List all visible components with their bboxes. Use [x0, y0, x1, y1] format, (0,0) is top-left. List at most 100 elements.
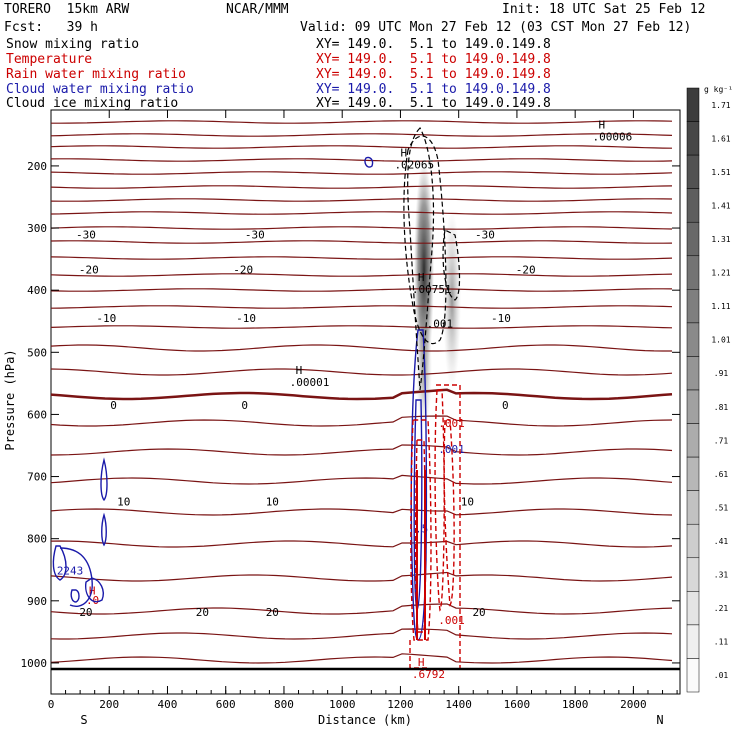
field-name: Cloud ice mixing ratio: [6, 96, 179, 111]
colorbar-swatch: [686, 289, 700, 324]
colorbar-swatch: [686, 389, 700, 424]
colorbar-unit: g kg⁻¹: [704, 85, 733, 94]
isotherm-line: [50, 368, 673, 376]
y-tick-label: 700: [27, 471, 47, 484]
isotherm-lines: [50, 120, 673, 664]
colorbar-swatch: [686, 356, 700, 391]
org-label: NCAR/MMM: [226, 2, 289, 17]
isotherm-label: 20: [196, 606, 209, 619]
y-tick-label: 500: [27, 346, 47, 359]
isotherm-label: -10: [491, 312, 511, 325]
colorbar-swatch: [686, 121, 700, 156]
y-tick-label: 900: [27, 595, 47, 608]
x-end-label-left: S: [80, 713, 87, 727]
annotation-label: .001: [427, 317, 454, 330]
colorbar-swatch: [686, 423, 700, 458]
colorbar-label: 1.11: [711, 302, 730, 311]
colorbar-label: .01: [714, 671, 729, 680]
colorbar-swatch: [686, 658, 700, 693]
isotherm-line: [50, 415, 673, 427]
annotation-label: H: [598, 119, 605, 132]
x-tick-label: 1200: [387, 698, 414, 711]
isotherm-line: [50, 185, 673, 189]
x-axis-title: Distance (km): [318, 713, 412, 727]
isotherm-label: 10: [461, 495, 474, 508]
field-name: Temperature: [6, 52, 93, 67]
colorbar-swatch: [686, 591, 700, 626]
x-tick-label: 800: [274, 698, 294, 711]
isotherm-label: 0: [502, 399, 509, 412]
field-name: Rain water mixing ratio: [6, 67, 187, 82]
isotherm-label: 0: [241, 399, 248, 412]
forecast-hour: Fcst: 39 h: [4, 20, 98, 35]
isotherm-line: [50, 288, 673, 292]
colorbar-swatch: [686, 456, 700, 491]
colorbar-label: 1.21: [711, 269, 730, 278]
isotherm-line: [50, 603, 673, 615]
colorbar-swatch: [686, 523, 700, 559]
annotation-value: .00751: [412, 283, 452, 296]
colorbar-label: .71: [714, 436, 729, 445]
valid-time: Valid: 09 UTC Mon 27 Feb 12 (03 CST Mon …: [300, 20, 692, 35]
colorbar-label: 1.51: [711, 168, 730, 177]
isotherm-line: [51, 120, 673, 124]
x-tick-label: 1400: [445, 698, 472, 711]
colorbar-label: .81: [714, 403, 729, 412]
isotherm-line: [50, 305, 673, 309]
isotherm-label: 20: [472, 606, 485, 619]
colorbar-label: .91: [714, 369, 729, 378]
annotation-label: 2243: [57, 565, 84, 578]
colorbar: g kg⁻¹ 1.71 1.61 1.51 1.41 1.31 1.21 1.11 1.01.…: [686, 85, 733, 693]
isotherm-line: [50, 145, 673, 149]
colorbar-label: 1.61: [711, 134, 730, 143]
colorbar-label: .61: [714, 470, 729, 479]
isotherm-label: 20: [266, 606, 279, 619]
isotherm-label: -10: [236, 312, 256, 325]
isotherm-label: 10: [266, 495, 279, 508]
x-end-label-right: N: [656, 713, 663, 727]
annotation-value: .00006: [592, 131, 632, 144]
x-tick-label: 600: [216, 698, 236, 711]
plot-frame: [50, 109, 681, 695]
isotherm-line: [50, 133, 673, 137]
isotherm-label: 20: [79, 606, 92, 619]
isotherm-label: -10: [96, 312, 116, 325]
colorbar-swatch: [686, 557, 700, 592]
colorbar-label: .31: [714, 571, 729, 580]
isotherm-label: -20: [79, 264, 99, 277]
x-tick-label: 1000: [329, 698, 356, 711]
field-xy: XY= 149.0. 5.1 to 149.0.149.8: [316, 52, 551, 67]
colorbar-label: 1.01: [711, 336, 730, 345]
x-tick-label: 200: [99, 698, 119, 711]
isotherm-line: [50, 198, 673, 202]
isotherm-line: [50, 474, 673, 485]
isotherm-line: [50, 444, 673, 456]
isotherm-line: [50, 211, 673, 215]
x-axis: 0 200 400 600 800 1000 1200 1400 1600 1800 2000: [48, 110, 678, 711]
rain-contours: [409, 384, 461, 669]
y-axis-title: Pressure (hPa): [3, 349, 17, 450]
isotherm-line: [50, 171, 673, 175]
annotation-value: .02065: [394, 159, 434, 172]
field-xy: XY= 149.0. 5.1 to 149.0.149.8: [316, 67, 551, 82]
x-tick-label: 2000: [620, 698, 647, 711]
isotherm-line: [50, 628, 673, 640]
isotherm-line: [50, 240, 673, 244]
colorbar-label: 1.41: [711, 201, 730, 210]
field-name: Cloud water mixing ratio: [6, 82, 194, 97]
cloud-ice-contours: [403, 127, 461, 391]
colorbar-swatch: [686, 255, 700, 290]
colorbar-label: .21: [714, 604, 729, 613]
isotherm-label: 0: [110, 399, 117, 412]
y-tick-label: 400: [27, 284, 47, 297]
field-name: Snow mixing ratio: [6, 37, 140, 52]
x-tick-label: 1800: [562, 698, 589, 711]
isotherm-line: [50, 158, 673, 162]
annotation-label: .001: [438, 417, 465, 430]
y-tick-label: 800: [27, 533, 47, 546]
annotation-value: .00001: [290, 376, 330, 389]
annotation-label: .001: [438, 614, 465, 627]
isotherm-line: [50, 540, 673, 548]
